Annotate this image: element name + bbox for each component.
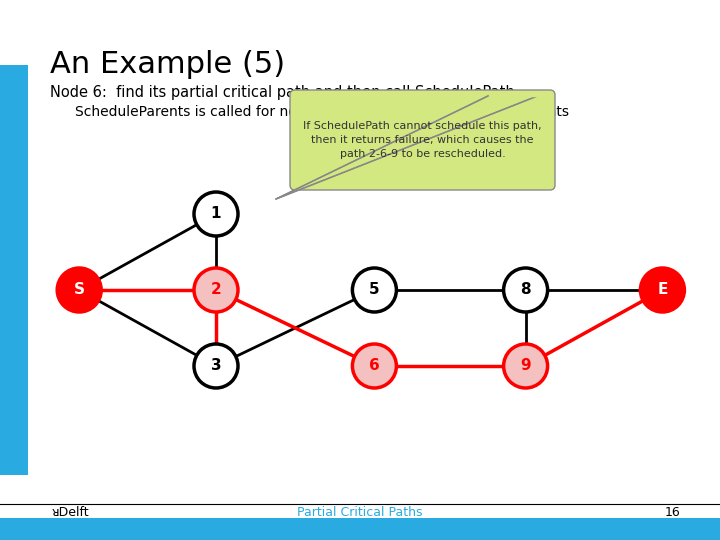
Circle shape [352, 344, 397, 388]
Text: Node 6:  find its partial critical path and then call SchedulePath: Node 6: find its partial critical path a… [50, 85, 515, 100]
Text: 2: 2 [211, 282, 221, 298]
Circle shape [57, 268, 102, 312]
Text: 6: 6 [369, 359, 379, 374]
Circle shape [503, 344, 548, 388]
Text: If SchedulePath cannot schedule this path,
then it returns failure, which causes: If SchedulePath cannot schedule this pat… [303, 121, 542, 159]
Polygon shape [276, 95, 540, 199]
Text: ScheduleParents is called for node 3 but it has no unscheduled parents: ScheduleParents is called for node 3 but… [75, 105, 569, 119]
Text: 8: 8 [521, 282, 531, 298]
Text: 9: 9 [521, 359, 531, 374]
Circle shape [194, 192, 238, 236]
Circle shape [194, 268, 238, 312]
Circle shape [503, 268, 548, 312]
Text: ᴚDelft: ᴚDelft [52, 505, 89, 518]
Text: 16: 16 [665, 505, 680, 518]
Text: E: E [657, 282, 667, 298]
FancyBboxPatch shape [290, 90, 555, 190]
Text: S: S [73, 282, 85, 298]
Text: An Example (5): An Example (5) [50, 50, 285, 79]
Text: 3: 3 [211, 359, 221, 374]
Text: 1: 1 [211, 206, 221, 221]
Circle shape [194, 344, 238, 388]
Circle shape [352, 268, 397, 312]
Text: 5: 5 [369, 282, 379, 298]
Circle shape [640, 268, 685, 312]
Bar [0, 518, 720, 540]
Text: Partial Critical Paths: Partial Critical Paths [297, 505, 423, 518]
Bar [0, 65, 28, 475]
